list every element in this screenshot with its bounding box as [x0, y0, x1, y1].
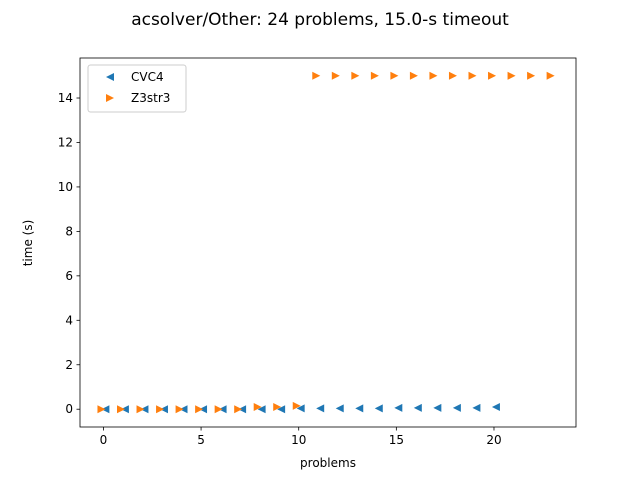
data-point-z3str3: [175, 405, 184, 414]
data-point-z3str3: [117, 405, 126, 414]
data-point-cvc4: [316, 404, 325, 413]
data-point-z3str3: [331, 71, 340, 80]
data-point-z3str3: [527, 71, 536, 80]
y-tick-label: 8: [65, 224, 73, 238]
data-point-z3str3: [351, 71, 360, 80]
data-point-cvc4: [277, 405, 286, 414]
x-tick-label: 15: [389, 433, 404, 447]
data-point-cvc4: [433, 403, 442, 412]
x-tick-label: 20: [486, 433, 501, 447]
plot-area: 0 5 10 15 20 0 2 4 6 8 10 12 14: [58, 57, 577, 447]
data-point-z3str3: [546, 71, 555, 80]
data-point-cvc4: [355, 404, 364, 413]
data-point-cvc4: [296, 404, 305, 413]
series-z3str3: [97, 71, 555, 414]
y-tick-label: 6: [65, 269, 73, 283]
data-point-cvc4: [374, 404, 383, 413]
data-point-z3str3: [136, 405, 145, 414]
data-point-z3str3: [292, 401, 301, 410]
data-point-z3str3: [234, 405, 243, 414]
data-point-z3str3: [370, 71, 379, 80]
data-point-z3str3: [97, 405, 106, 414]
data-point-z3str3: [214, 405, 223, 414]
x-tick-label: 0: [100, 433, 108, 447]
data-point-z3str3: [429, 71, 438, 80]
y-tick-label: 12: [58, 135, 73, 149]
y-axis-label: time (s): [21, 220, 35, 267]
y-tick-label: 10: [58, 180, 73, 194]
data-point-z3str3: [156, 405, 165, 414]
data-point-cvc4: [452, 403, 461, 412]
data-point-z3str3: [409, 71, 418, 80]
data-point-z3str3: [488, 71, 497, 80]
axes-frame: [79, 57, 577, 428]
data-point-z3str3: [195, 405, 204, 414]
legend-marker-cvc4: [106, 73, 114, 81]
legend-label-cvc4: CVC4: [131, 70, 164, 84]
y-tick-label: 2: [65, 358, 73, 372]
y-tick-label: 0: [65, 402, 73, 416]
data-point-cvc4: [335, 404, 344, 413]
data-point-z3str3: [253, 402, 262, 411]
data-point-z3str3: [468, 71, 477, 80]
data-point-cvc4: [472, 403, 481, 412]
data-point-cvc4: [394, 403, 403, 412]
y-tick-label: 14: [58, 91, 73, 105]
legend-marker-z3str3: [106, 94, 114, 102]
chart-title: acsolver/Other: 24 problems, 15.0-s time…: [131, 10, 509, 30]
x-axis-label: problems: [300, 456, 356, 470]
legend: CVC4 Z3str3: [87, 64, 187, 113]
x-tick-label: 10: [291, 433, 306, 447]
data-point-cvc4: [413, 403, 422, 412]
series-cvc4: [101, 402, 500, 414]
y-tick-label: 4: [65, 313, 73, 327]
data-point-z3str3: [507, 71, 516, 80]
x-tick-label: 5: [197, 433, 205, 447]
data-point-cvc4: [257, 405, 266, 414]
data-point-cvc4: [491, 402, 500, 411]
data-point-z3str3: [312, 71, 321, 80]
data-point-z3str3: [448, 71, 457, 80]
legend-label-z3str3: Z3str3: [131, 91, 170, 105]
data-point-z3str3: [273, 402, 282, 411]
data-point-z3str3: [390, 71, 399, 80]
